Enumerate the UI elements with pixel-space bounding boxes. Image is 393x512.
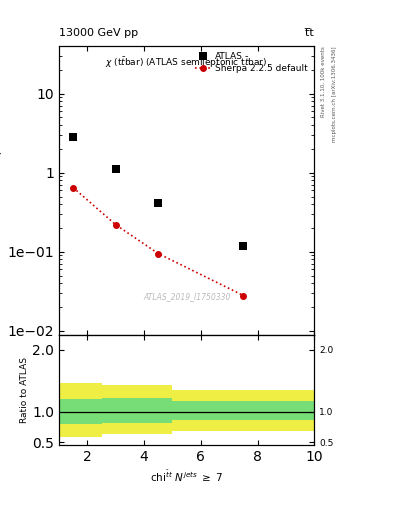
- ATLAS: [113, 166, 118, 173]
- Text: $\chi$ (t$\bar{t}$bar) (ATLAS semileptonic t$\bar{t}$bar): $\chi$ (t$\bar{t}$bar) (ATLAS semilepton…: [105, 55, 268, 70]
- Line: ATLAS: ATLAS: [69, 134, 247, 249]
- Text: ATLAS_2019_I1750330: ATLAS_2019_I1750330: [143, 292, 230, 302]
- ATLAS: [71, 134, 75, 140]
- Sherpa 2.2.5 default: [241, 292, 246, 298]
- Sherpa 2.2.5 default: [113, 222, 118, 228]
- Text: t̅t: t̅t: [306, 28, 314, 38]
- Sherpa 2.2.5 default: [156, 250, 161, 257]
- ATLAS: [241, 243, 246, 249]
- Text: Rivet 3.1.10, 100k events: Rivet 3.1.10, 100k events: [320, 46, 325, 117]
- Text: 13000 GeV pp: 13000 GeV pp: [59, 28, 138, 38]
- Legend: ATLAS, Sherpa 2.2.5 default: ATLAS, Sherpa 2.2.5 default: [193, 51, 310, 75]
- Text: mcplots.cern.ch [arXiv:1306.3436]: mcplots.cern.ch [arXiv:1306.3436]: [332, 46, 337, 142]
- Line: Sherpa 2.2.5 default: Sherpa 2.2.5 default: [70, 185, 246, 298]
- Sherpa 2.2.5 default: [71, 184, 75, 190]
- Y-axis label: Ratio to ATLAS: Ratio to ATLAS: [20, 357, 29, 423]
- ATLAS: [156, 200, 161, 206]
- X-axis label: chi$^{\bar{t}t}$ $N^{jets}$ $\geq$ 7: chi$^{\bar{t}t}$ $N^{jets}$ $\geq$ 7: [150, 468, 224, 484]
- Y-axis label: d$^2\sigma$ / d $N^{jets}$ d chi$^{\bar{t}t}$ [pb]: d$^2\sigma$ / d $N^{jets}$ d chi$^{\bar{…: [0, 138, 5, 243]
